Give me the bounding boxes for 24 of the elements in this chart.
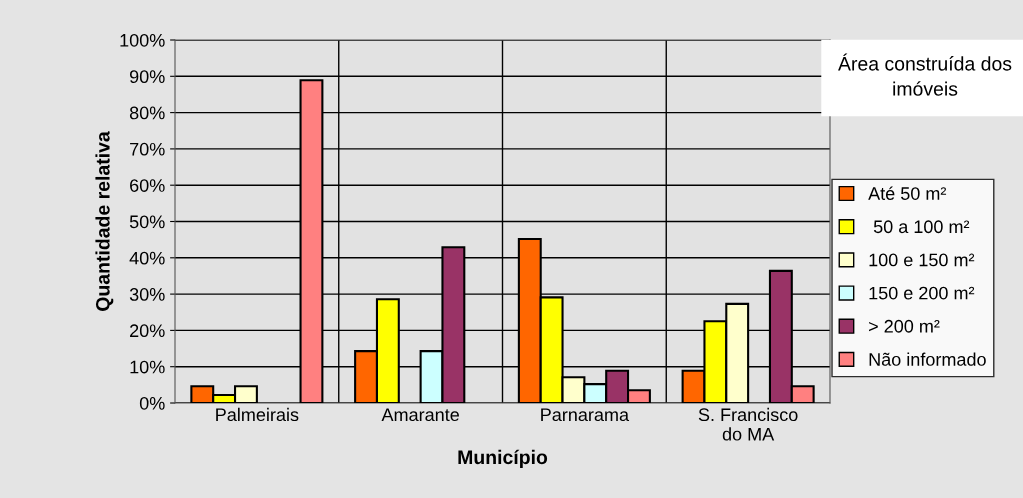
y-tick-label: 20% xyxy=(130,324,165,338)
text: Área construída dos imóveis xyxy=(838,53,1012,96)
x-tick-label: Amarante xyxy=(381,408,459,422)
y-tick-label: 40% xyxy=(129,251,165,265)
y-axis-title: Quantidade relativa xyxy=(95,131,114,311)
y-tick-label: 70% xyxy=(130,142,165,156)
y-tick-label: 50% xyxy=(129,215,165,229)
y-tick-label: 10% xyxy=(130,360,165,374)
y-tick-label: 30% xyxy=(129,288,165,301)
x-tick-label: S. Francisco do MA xyxy=(698,407,798,441)
y-tick-label: 80% xyxy=(129,106,165,120)
x-axis-title: Município xyxy=(458,449,548,468)
x-tick-label: Palmeirais xyxy=(216,407,299,422)
legend-label: Até 50 m² xyxy=(868,186,947,200)
y-tick-label: 90% xyxy=(129,70,165,84)
y-tick-label: 60% xyxy=(130,179,165,192)
legend-label: 150 e 200 m² xyxy=(869,286,975,300)
legend-label: 100 e 150 m² xyxy=(869,253,975,267)
legend-label: Não informado xyxy=(869,352,986,366)
x-tick-label: Parnarama xyxy=(541,408,630,422)
legend-label: > 200 m² xyxy=(869,319,940,333)
y-tick-label: 0% xyxy=(139,396,165,410)
y-tick-label: 100% xyxy=(120,33,165,47)
legend-label: 50 a 100 m² xyxy=(873,220,970,234)
